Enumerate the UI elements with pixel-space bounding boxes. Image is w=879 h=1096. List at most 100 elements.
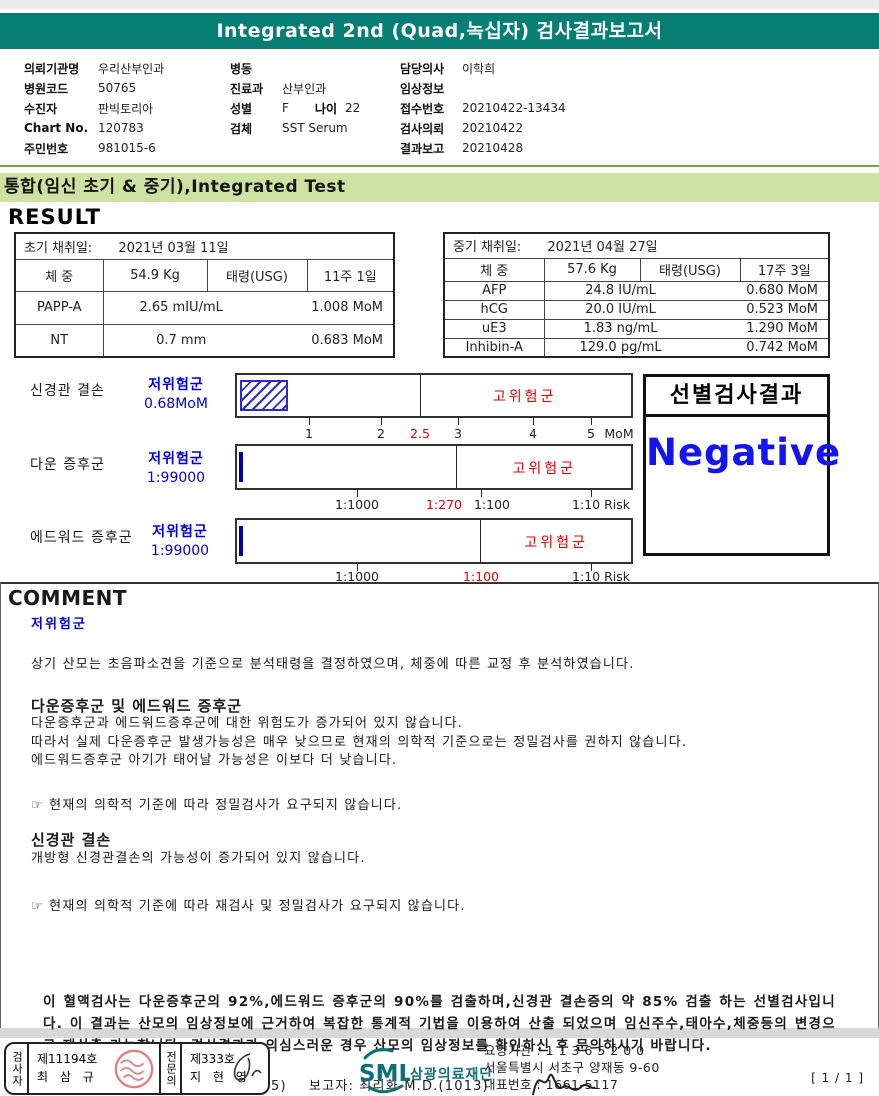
- field-org-label: 의뢰기관명: [24, 61, 80, 76]
- axis-label: 1: [305, 426, 313, 441]
- footer-street-address: 서울특별시 서초구 양재동 9-60: [484, 1060, 660, 1075]
- field-org-value: 우리산부인과: [98, 61, 165, 76]
- table-row: PAPP-A 2.65 mIU/mL 1.008 MoM: [14, 290, 395, 325]
- field-order-date-value: 20210422: [462, 121, 524, 135]
- mid-ga-label: 태령(USG): [639, 257, 741, 282]
- specialist-cert-cell: 제333호 지 현 영: [182, 1044, 268, 1093]
- axis-label: 1:1000: [335, 569, 379, 584]
- risk-ntd-bar: 고위험군: [235, 373, 633, 418]
- specialist-signature: [233, 1053, 262, 1081]
- risk-edwards-name: 에드워드 증후군: [30, 530, 133, 546]
- risk-down-cutoff-line: [455, 446, 457, 488]
- table-row: 중기 채취일: 2021년 04월 27일: [443, 232, 830, 259]
- analyte-name: uE3: [443, 318, 545, 339]
- comment-note: ☞ 현재의 의학적 기준에 따라 재검사 및 정밀검사가 요구되지 않습니다.: [31, 899, 466, 914]
- early-sample-table: 초기 채취일: 2021년 03월 11일 체 중 54.9 Kg 태령(USG)…: [14, 232, 395, 358]
- early-weight-value: 54.9 Kg: [102, 258, 208, 292]
- field-sex-age: 성별 F 나이 22: [230, 98, 400, 118]
- analyte-mom: 1.290 MoM: [746, 321, 818, 336]
- analyte-name: Inhibin-A: [443, 337, 545, 358]
- axis-label: 1:1000: [335, 497, 379, 512]
- axis-label: 1:100: [473, 497, 511, 512]
- comment-low-risk-label: 저위험군: [31, 617, 87, 632]
- patient-info-col3: 담당의사 이학희 임상정보 접수번호 20210422-13434 검사의뢰 2021…: [400, 58, 879, 158]
- field-hospital-code: 병원코드 50765: [24, 78, 230, 98]
- risk-ntd-value: 0.68MoM: [144, 396, 208, 412]
- risk-ntd-status: 저위험군 0.68MoM: [120, 376, 232, 414]
- risk-down-value: 1:99000: [146, 470, 206, 486]
- field-report-date-value: 20210428: [462, 141, 524, 155]
- table-row: NT 0.7 mm 0.683 MoM: [14, 323, 395, 358]
- early-ga-label: 태령(USG): [206, 258, 308, 292]
- risk-ntd-cutoff-line: [420, 375, 422, 416]
- comment-heading: COMMENT: [8, 586, 128, 610]
- field-report-date: 결과보고 20210428: [400, 138, 879, 158]
- axis-label: 5: [587, 426, 595, 441]
- field-org: 의뢰기관명 우리산부인과: [24, 58, 230, 78]
- reporter-signature: [532, 1073, 596, 1095]
- risk-down-name: 다운 증후군: [30, 457, 105, 473]
- field-recv-no-value: 20210422-13434: [462, 101, 566, 115]
- table-row: 초기 채취일: 2021년 03월 11일: [14, 232, 395, 260]
- early-date-label: 초기 채취일:: [24, 240, 93, 256]
- field-order-date-label: 검사의뢰: [400, 121, 445, 136]
- field-sex-value: F: [282, 101, 289, 115]
- risk-charts: 신경관 결손 저위험군 0.68MoM 고위험군 1 2 2.5 3 4 5 M…: [0, 366, 879, 584]
- analyte-mom: 0.680 MoM: [746, 283, 818, 298]
- analyte-mom: 0.683 MoM: [311, 332, 383, 348]
- risk-down-status: 저위험군 1:99000: [120, 450, 232, 488]
- analyte-name: AFP: [443, 280, 545, 301]
- comment-section: COMMENT 저위험군 상기 산모는 초음파소견을 기준으로 분석태령을 결정…: [0, 582, 879, 1095]
- table-row: Inhibin-A 129.0 pg/mL 0.742 MoM: [443, 337, 830, 358]
- result-tables: 초기 채취일: 2021년 03월 11일 체 중 54.9 Kg 태령(USG)…: [14, 232, 879, 358]
- field-specimen-label: 검체: [230, 121, 253, 136]
- table-row: 체 중 57.6 Kg 태령(USG) 17주 3일: [443, 257, 830, 282]
- specialist-cert-no: 제333호: [190, 1052, 235, 1066]
- field-chart-no: Chart No. 120783: [24, 118, 230, 138]
- page-number: [ 1 / 1 ]: [811, 1070, 864, 1085]
- examiner-cert-name: 최 삼 규: [37, 1070, 98, 1084]
- field-specimen: 검체 SST Serum: [230, 118, 400, 138]
- field-clinical-label: 임상정보: [400, 81, 445, 96]
- footer-address: 요양기관 : 1 1 3 6 5 2 0 0 서울특별시 서초구 양재동 9-6…: [484, 1042, 660, 1093]
- field-specimen-value: SST Serum: [282, 121, 348, 135]
- sml-logo-icon: SML: [359, 1048, 410, 1094]
- analyte-mom: 1.008 MoM: [311, 300, 383, 316]
- report-title: Integrated 2nd (Quad,녹십자) 검사결과보고서: [0, 13, 879, 49]
- mid-weight-value: 57.6 Kg: [543, 257, 641, 282]
- patient-info: 의뢰기관명 우리산부인과 병원코드 50765 수진자 판빅토리아 Chart No.…: [24, 58, 879, 158]
- axis-tick: [591, 418, 592, 425]
- axis-tick: [481, 490, 482, 497]
- comment-paragraph: 다운증후군과 에드워드증후군에 대한 위험도가 증가되어 있지 않습니다.: [31, 716, 464, 731]
- table-row: hCG 20.0 IU/mL 0.523 MoM: [443, 299, 830, 320]
- field-doctor-value: 이학희: [462, 61, 496, 76]
- examiner-cert-no: 제11194호: [37, 1052, 98, 1066]
- screening-result-title: 선별검사결과: [646, 377, 827, 417]
- analyte-value: 0.7 mm: [156, 332, 207, 348]
- risk-down-bar: 고위험군: [235, 444, 633, 490]
- axis-tick: [591, 564, 592, 571]
- field-clinical: 임상정보: [400, 78, 879, 98]
- axis-label: 3: [454, 426, 462, 441]
- green-divider: [0, 165, 879, 167]
- axis-tick: [309, 418, 310, 425]
- field-order-date: 검사의뢰 20210422: [400, 118, 879, 138]
- section-title: 통합(임신 초기 & 중기),Integrated Test: [0, 173, 879, 202]
- field-age-value: 22: [345, 101, 361, 115]
- early-weight-label: 체 중: [14, 258, 104, 292]
- mid-sample-table: 중기 채취일: 2021년 04월 27일 체 중 57.6 Kg 태령(USG)…: [443, 232, 830, 358]
- risk-down-high-label: 고위험군: [512, 461, 577, 477]
- analyte-value: 2.65 mIU/mL: [139, 300, 223, 316]
- screening-result-box: 선별검사결과 Negative: [643, 374, 840, 556]
- field-rrn-label: 주민번호: [24, 141, 69, 156]
- examiner-role-label: 검사자: [6, 1044, 29, 1093]
- axis-tick: [458, 418, 459, 425]
- field-ward: 병동: [230, 58, 400, 78]
- examiner-cert-cell: 제11194호 최 삼 규: [29, 1044, 159, 1093]
- axis-tick: [357, 490, 358, 497]
- field-patient-name-label: 수진자: [24, 101, 58, 116]
- field-age-label: 나이: [314, 101, 337, 116]
- comment-note: ☞ 현재의 의학적 기준에 따라 정밀검사가 요구되지 않습니다.: [31, 797, 403, 813]
- risk-edwards-status-label: 저위험군: [152, 524, 208, 540]
